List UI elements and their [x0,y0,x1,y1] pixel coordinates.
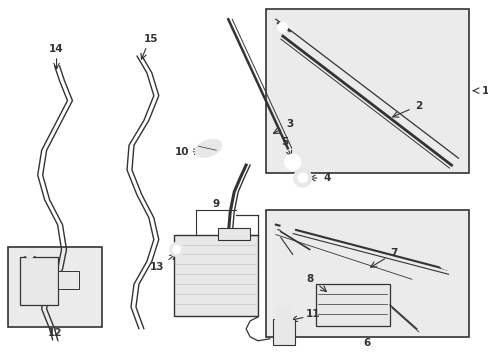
Circle shape [48,341,61,353]
Circle shape [26,251,34,258]
Text: 6: 6 [363,338,370,348]
Circle shape [284,154,300,170]
Text: 4: 4 [323,173,330,183]
Circle shape [297,173,307,183]
Circle shape [277,22,287,32]
Text: 1: 1 [481,86,488,96]
Text: 12: 12 [47,328,61,338]
Text: 10: 10 [174,147,188,157]
Circle shape [274,308,292,326]
Text: 14: 14 [49,44,64,54]
Circle shape [169,243,183,256]
Circle shape [447,260,461,274]
Circle shape [280,221,294,235]
Text: 8: 8 [305,274,313,284]
Bar [173,235,258,316]
Ellipse shape [195,139,221,157]
Text: 3: 3 [285,120,293,130]
Bar [20,257,58,305]
Text: 5: 5 [281,137,288,147]
Bar [315,284,389,326]
Text: 13: 13 [149,262,163,272]
Text: 2: 2 [414,100,422,111]
Bar [272,319,294,345]
Text: 11: 11 [305,309,319,319]
Text: 9: 9 [212,199,220,209]
Circle shape [438,253,453,269]
Bar [8,247,102,327]
Bar [265,9,468,173]
Circle shape [172,246,180,253]
Circle shape [293,169,311,187]
Bar [265,210,468,337]
Text: 15: 15 [143,34,158,44]
Bar [218,228,249,239]
Text: 7: 7 [389,248,397,258]
Bar [58,271,79,289]
